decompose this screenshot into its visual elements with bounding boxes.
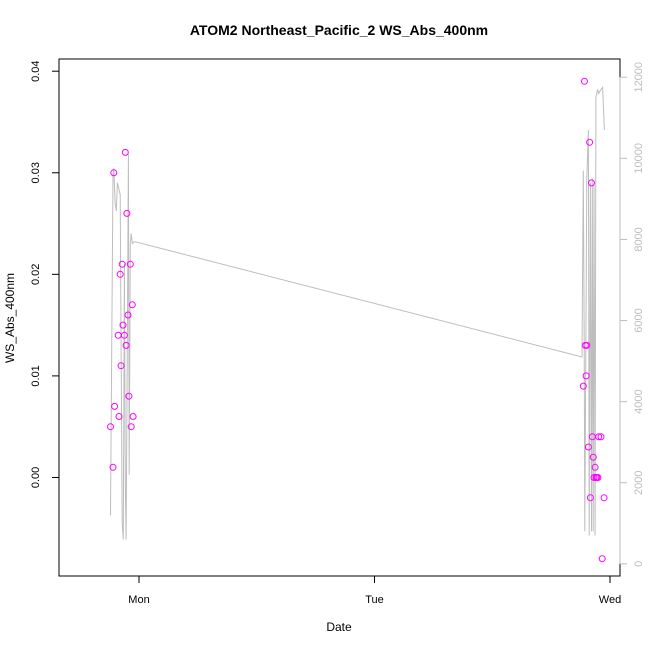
y-tick-label: 0.00 xyxy=(30,467,42,488)
data-point xyxy=(116,270,124,278)
data-point xyxy=(122,341,130,349)
x-tick-label: Tue xyxy=(365,594,384,606)
data-point xyxy=(590,474,598,481)
data-point xyxy=(119,321,127,329)
chart-title: ATOM2 Northeast_Pacific_2 WS_Abs_400nm xyxy=(190,22,488,38)
x-axis: Mon Tue Wed xyxy=(128,575,621,606)
data-point xyxy=(598,555,606,563)
data-point xyxy=(110,169,118,177)
y2-tick-label: 6000 xyxy=(633,308,645,332)
y-tick-label: 0.01 xyxy=(30,365,42,386)
data-point xyxy=(120,331,128,339)
data-point xyxy=(123,209,131,217)
data-point xyxy=(591,463,599,471)
data-point xyxy=(111,402,119,410)
data-point xyxy=(595,433,603,441)
data-point xyxy=(128,301,136,309)
y2-tick-label: 2000 xyxy=(633,470,645,494)
data-point xyxy=(583,341,591,349)
data-point xyxy=(118,260,126,268)
x-tick-label: Wed xyxy=(599,594,621,606)
data-point xyxy=(117,362,125,370)
data-point xyxy=(584,443,592,451)
data-point xyxy=(588,179,595,187)
data-point xyxy=(129,413,137,420)
y2-tick-label: 0 xyxy=(633,561,645,567)
y2-tick-label: 10000 xyxy=(633,143,645,174)
y2-tick-label: 12000 xyxy=(633,62,645,93)
data-point xyxy=(586,494,594,502)
data-point xyxy=(126,260,134,268)
data-point xyxy=(594,474,602,481)
data-point xyxy=(582,372,590,380)
y-axis-label: WS_Abs_400nm xyxy=(3,273,17,363)
data-point xyxy=(107,423,114,431)
y2-tick-label: 4000 xyxy=(633,389,645,413)
y-axis: 0.00 0.01 0.02 0.03 0.04 xyxy=(30,60,60,488)
data-point xyxy=(581,77,588,85)
y-tick-label: 0.03 xyxy=(30,162,42,183)
data-point xyxy=(589,453,597,461)
y2-tick-label: 8000 xyxy=(633,227,645,251)
data-point xyxy=(600,494,608,502)
data-point xyxy=(597,433,605,441)
x-axis-label: Date xyxy=(326,620,352,634)
data-point xyxy=(124,311,132,319)
x-tick-label: Mon xyxy=(128,594,149,606)
data-point xyxy=(586,138,594,146)
y-tick-label: 0.02 xyxy=(30,264,42,285)
data-point xyxy=(109,463,117,471)
data-point xyxy=(115,413,123,420)
y-tick-label: 0.04 xyxy=(30,60,42,81)
data-point xyxy=(121,148,129,156)
y2-axis: 0 2000 4000 6000 8000 10000 12000 xyxy=(619,62,645,567)
points-series xyxy=(107,77,608,563)
data-point xyxy=(127,423,135,431)
data-point xyxy=(579,382,587,390)
data-point xyxy=(125,392,133,400)
